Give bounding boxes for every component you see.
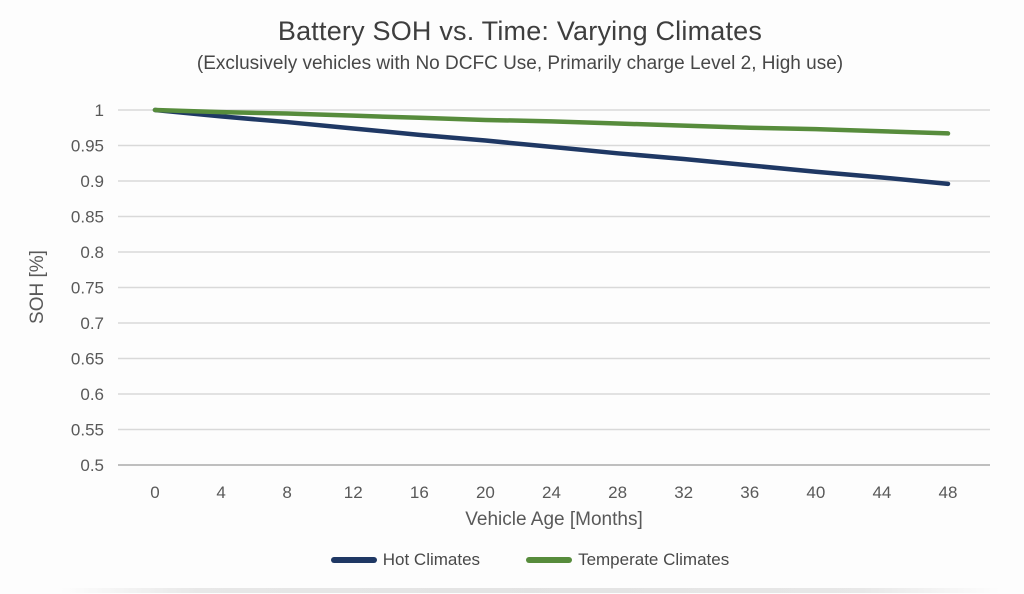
legend-label-temperate-climates: Temperate Climates (578, 550, 730, 569)
legend-item-temperate-climates: Temperate Climates (526, 550, 729, 570)
legend-swatch-temperate-climates (526, 557, 573, 563)
y-tick-label: 0.75 (71, 279, 104, 298)
bottom-artifact (60, 588, 1000, 593)
chart-title: Battery SOH vs. Time: Varying Climates (277, 16, 763, 46)
x-axis-label: Vehicle Age [Months] (465, 509, 643, 530)
x-tick-label: 32 (674, 483, 693, 502)
x-tick-label: 44 (872, 483, 891, 502)
legend-item-hot-climates: Hot Climates (330, 550, 481, 570)
x-tick-label: 48 (939, 483, 958, 502)
y-tick-label: 0.8 (80, 243, 104, 262)
chart-subtitle: (Exclusively vehicles with No DCFC Use, … (196, 53, 844, 74)
x-tick-label: 16 (410, 483, 429, 502)
x-tick-label: 36 (740, 483, 759, 502)
legend-label-hot-climates: Hot Climates (382, 550, 481, 569)
y-tick-label: 1 (95, 101, 104, 120)
y-tick-label: 0.55 (71, 421, 104, 440)
legend: Hot Climates Temperate Climates (0, 547, 1024, 573)
y-tick-label: 0.7 (80, 314, 104, 333)
y-tick-label: 0.85 (71, 208, 104, 227)
y-tick-label: 0.9 (80, 172, 104, 191)
y-tick-label: 0.5 (80, 456, 104, 475)
x-tick-label: 8 (282, 483, 291, 502)
x-tick-label: 0 (150, 483, 159, 502)
x-tick-label: 4 (216, 483, 225, 502)
x-tick-label: 40 (806, 483, 825, 502)
y-tick-label: 0.6 (80, 385, 104, 404)
y-tick-label: 0.95 (71, 137, 104, 156)
x-tick-label: 28 (608, 483, 627, 502)
legend-swatch-hot-climates (330, 557, 377, 563)
y-tick-label: 0.65 (71, 350, 104, 369)
series-line-temperate-climates (152, 107, 951, 136)
x-tick-label: 12 (344, 483, 363, 502)
x-tick-label: 24 (542, 483, 561, 502)
x-tick-label: 20 (476, 483, 495, 502)
series-line-hot-climates (152, 107, 951, 187)
